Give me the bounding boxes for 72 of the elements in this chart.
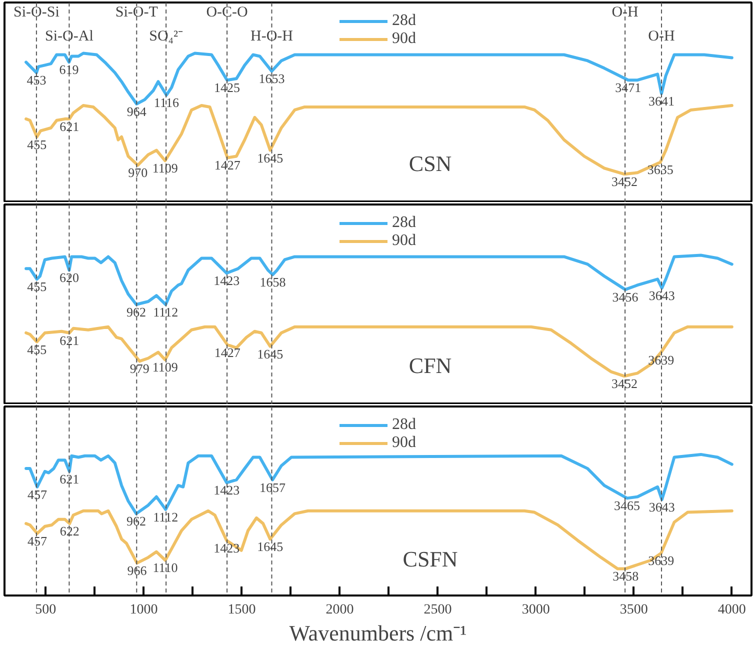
x-axis-title: Wavenumbers /cm⁻¹	[289, 620, 467, 646]
ref-line-label: O-H	[648, 28, 676, 44]
annotation: 1645	[257, 346, 284, 362]
annotation: 455	[27, 279, 47, 294]
x-tick-label: 500	[35, 602, 56, 618]
annotation: 1423	[214, 273, 240, 288]
annotation: 3643	[648, 500, 675, 515]
ref-line-label: SO₄²⁻	[149, 28, 184, 44]
x-tick-label: 3000	[522, 602, 550, 618]
ref-line-label: Si-O-T	[115, 4, 158, 20]
annotation: 3458	[612, 568, 639, 584]
annotation: 1423	[214, 540, 240, 556]
ref-line-label: H-O-H	[250, 28, 294, 44]
legend-label: 28d	[392, 416, 416, 434]
annotation: 1425	[214, 80, 240, 96]
annotation: 964	[126, 104, 147, 119]
annotation: 3452	[611, 376, 638, 392]
ref-line-label: Si-O-Al	[45, 28, 94, 44]
annotation: 622	[60, 524, 80, 539]
annotation: 455	[27, 136, 47, 152]
annotation: 457	[27, 533, 48, 548]
legend-label: 90d	[392, 232, 416, 250]
x-tick-label: 2500	[424, 602, 452, 618]
legend-label: 28d	[392, 214, 416, 232]
annotation: 1658	[260, 274, 286, 290]
legend-label: 90d	[392, 30, 416, 48]
annotation: 962	[126, 514, 146, 529]
annotation: CFN	[408, 353, 452, 378]
annotation: 1427	[214, 344, 241, 360]
annotation: CSFN	[402, 546, 458, 572]
annotation: 1645	[257, 539, 284, 554]
annotation: 1109	[152, 360, 178, 375]
x-tick-label: 4000	[718, 602, 746, 618]
annotation: CSN	[408, 151, 452, 176]
annotation: 1427	[214, 158, 241, 173]
annotation: 620	[59, 270, 79, 286]
annotation: 962	[126, 304, 146, 320]
x-tick-label: 3500	[620, 602, 648, 618]
annotation: 1112	[153, 304, 178, 320]
annotation: 979	[130, 361, 150, 376]
annotation: 1116	[154, 95, 180, 110]
annotation: 3641	[648, 94, 675, 109]
x-tick-label: 2000	[326, 602, 354, 618]
annotation: 1657	[260, 480, 286, 495]
annotation: 621	[60, 332, 80, 348]
ref-line-label: O-C-O	[206, 4, 248, 20]
annotation: 3471	[615, 80, 642, 96]
annotation: 453	[26, 72, 46, 88]
annotation: 1653	[258, 71, 285, 86]
annotation: 970	[128, 165, 148, 180]
annotation: 1423	[214, 482, 240, 498]
annotation: 1109	[152, 160, 178, 176]
annotation: 3452	[611, 174, 638, 190]
annotation: 621	[60, 471, 80, 486]
x-tick-label: 1000	[130, 602, 158, 618]
annotation: 455	[27, 342, 47, 357]
annotation: 619	[59, 62, 79, 78]
annotation: 3456	[612, 290, 639, 305]
annotation: 3635	[647, 162, 674, 178]
annotation: 3643	[648, 288, 675, 304]
ref-line-label: Si-O-Si	[14, 4, 60, 20]
annotation: 457	[27, 486, 48, 502]
legend-label: 90d	[392, 434, 416, 452]
annotation: 1110	[152, 560, 178, 576]
ref-line-label: O-H	[612, 4, 639, 20]
annotation: 1112	[153, 509, 178, 524]
x-tick-label: 1500	[228, 602, 256, 618]
annotation: 966	[127, 563, 148, 578]
annotation: 621	[60, 118, 80, 134]
annotation: 1645	[257, 150, 284, 166]
legend-label: 28d	[392, 12, 416, 30]
annotation: 3465	[614, 498, 640, 514]
